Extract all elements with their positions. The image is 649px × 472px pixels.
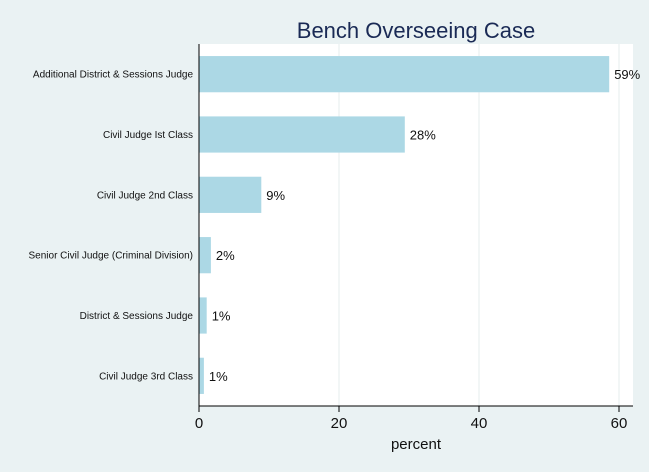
category-label: Civil Judge Ist Class [103,130,193,141]
x-axis-ticks: 0 20 40 60 [195,406,628,432]
category-label: District & Sessions Judge [80,311,194,322]
value-label: 1% [209,369,228,384]
value-label: 2% [216,248,235,263]
chart-title: Bench Overseeing Case [297,18,535,43]
category-label: Senior Civil Judge (Criminal Division) [29,251,194,262]
x-tick-label: 20 [331,415,348,432]
category-label: Civil Judge 2nd Class [97,190,193,201]
value-label: 28% [410,128,436,143]
bar [199,56,610,93]
bar [199,357,204,394]
bar [199,297,207,334]
value-label: 1% [212,309,231,324]
bars: Additional District & Sessions Judge 59% C… [29,56,641,394]
bar [199,237,211,274]
x-tick-label: 60 [611,415,628,432]
x-tick-label: 40 [471,415,488,432]
bar [199,116,405,153]
x-tick-label: 0 [195,415,203,432]
value-label: 59% [614,67,640,82]
bar [199,176,262,213]
x-axis-title: percent [391,436,442,453]
plot-area [199,44,633,406]
category-label: Additional District & Sessions Judge [33,70,194,81]
value-label: 9% [266,188,285,203]
category-label: Civil Judge 3rd Class [99,371,193,382]
gridlines [338,44,620,406]
